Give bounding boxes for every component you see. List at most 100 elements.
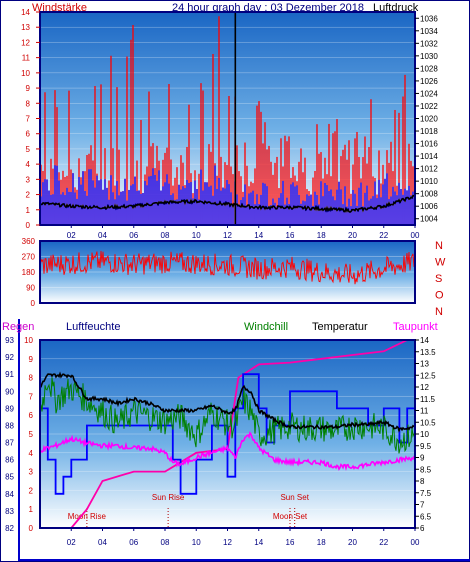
temperature-axis-tick: 8	[420, 477, 425, 486]
hour-tick: 02	[67, 231, 76, 240]
temperature-line	[39, 371, 416, 433]
hour-tick: 06	[129, 538, 138, 547]
wind-axis-tick: 7	[26, 115, 31, 124]
pressure-axis-tick: 1010	[420, 177, 438, 186]
wind-axis-tick: 3	[26, 175, 31, 184]
temperature-axis-tick: 10	[420, 430, 429, 439]
wind-axis-tick: 11	[22, 54, 31, 63]
event-label: Moon Rise	[68, 512, 107, 521]
hour-tick: 04	[98, 231, 107, 240]
wind-axis-tick: 10	[21, 69, 30, 78]
hour-tick: 00	[411, 231, 420, 240]
hour-tick: 14	[254, 538, 263, 547]
rain-line	[40, 339, 415, 529]
wind-axis-tick: 5	[26, 145, 31, 154]
wind-axis-tick: 14	[21, 8, 30, 17]
humidity-axis-tick: 90	[5, 387, 14, 396]
wind-axis-tick: 8	[26, 99, 31, 108]
hour-tick: 12	[223, 538, 232, 547]
temperature-axis-tick: 12	[420, 383, 429, 392]
hour-tick: 22	[379, 538, 388, 547]
hour-tick: 16	[286, 231, 295, 240]
rain-axis-tick: 8	[29, 374, 34, 383]
pressure-axis-tick: 1006	[420, 202, 438, 211]
hour-tick: 12	[223, 231, 232, 240]
wind-axis-tick: 0	[26, 221, 31, 230]
compass-letter: W	[435, 257, 446, 269]
pressure-axis-tick: 1032	[420, 39, 438, 48]
temperatur-label: Temperatur	[312, 321, 368, 333]
hour-tick: 22	[379, 231, 388, 240]
humidity-axis-tick: 85	[5, 473, 14, 482]
temperature-axis-tick: 14	[420, 336, 429, 345]
rain-axis-tick: 7	[29, 392, 34, 401]
temperature-axis-tick: 9.5	[420, 442, 432, 451]
hour-tick: 08	[161, 538, 170, 547]
direction-axis-tick: 270	[22, 253, 36, 262]
rain-axis-tick: 2	[29, 486, 34, 495]
hour-tick: 18	[317, 231, 326, 240]
pressure-line	[39, 194, 415, 213]
rain-axis-tick: 9	[29, 355, 34, 364]
pressure-axis-tick: 1026	[420, 77, 438, 86]
humidity-axis-tick: 88	[5, 421, 14, 430]
hour-tick: 20	[348, 231, 357, 240]
temperature-axis-tick: 13	[420, 360, 429, 369]
humidity-axis-tick: 92	[5, 353, 14, 362]
pressure-axis-tick: 1036	[420, 14, 438, 23]
pressure-axis-tick: 1028	[420, 64, 438, 73]
hour-tick: 16	[286, 538, 295, 547]
temperature-axis-tick: 6.5	[420, 512, 432, 521]
humidity-axis-tick: 89	[5, 404, 14, 413]
direction-axis-tick: 0	[31, 299, 36, 308]
hour-tick: 14	[254, 231, 263, 240]
wind-axis-tick: 9	[26, 84, 31, 93]
wind-direction-line	[39, 250, 416, 285]
humidity-axis-tick: 84	[5, 490, 14, 499]
wind-axis-tick: 13	[21, 23, 30, 32]
humidity-axis-tick: 82	[5, 524, 14, 533]
temperature-axis-tick: 13.5	[420, 348, 436, 357]
hour-tick: 02	[67, 538, 76, 547]
humidity-axis-tick: 87	[5, 439, 14, 448]
humidity-axis-tick: 83	[5, 507, 14, 516]
direction-axis-tick: 180	[22, 268, 36, 277]
wind-axis-tick: 12	[21, 38, 30, 47]
pressure-axis-tick: 1004	[420, 215, 438, 224]
rain-axis-tick: 5	[29, 430, 34, 439]
temperature-axis-tick: 7	[420, 501, 425, 510]
pressure-axis-tick: 1008	[420, 190, 438, 199]
temperature-axis-tick: 12.5	[420, 371, 436, 380]
event-label: Moon Set	[273, 512, 308, 521]
hour-tick: 08	[161, 231, 170, 240]
rain-axis-tick: 0	[29, 524, 34, 533]
pressure-axis-tick: 1034	[420, 27, 438, 36]
pressure-axis-tick: 1014	[420, 152, 438, 161]
direction-axis-tick: 90	[26, 284, 35, 293]
regen-label: Regen	[2, 321, 34, 333]
rain-axis-tick: 10	[24, 336, 33, 345]
pressure-axis-tick: 1024	[420, 89, 438, 98]
pressure-axis-tick: 1020	[420, 115, 438, 124]
compass-letter: S	[435, 273, 442, 285]
compass-letter: N	[435, 240, 443, 252]
pressure-axis-tick: 1030	[420, 52, 438, 61]
wind-axis-tick: 6	[26, 130, 31, 139]
humidity-axis-tick: 91	[5, 370, 14, 379]
pressure-axis-tick: 1018	[420, 127, 438, 136]
temperature-axis-tick: 7.5	[420, 489, 432, 498]
wind-axis-tick: 1	[26, 206, 31, 215]
temperature-axis-tick: 8.5	[420, 465, 432, 474]
direction-plot-frame	[39, 240, 416, 304]
temperature-axis-tick: 6	[420, 524, 425, 533]
taupunkt-label: Taupunkt	[393, 321, 438, 333]
temperature-axis-tick: 9	[420, 454, 425, 463]
hour-tick: 18	[317, 538, 326, 547]
direction-axis-tick: 360	[22, 237, 36, 246]
hour-tick: 10	[192, 231, 201, 240]
rain-axis-tick: 6	[29, 411, 34, 420]
